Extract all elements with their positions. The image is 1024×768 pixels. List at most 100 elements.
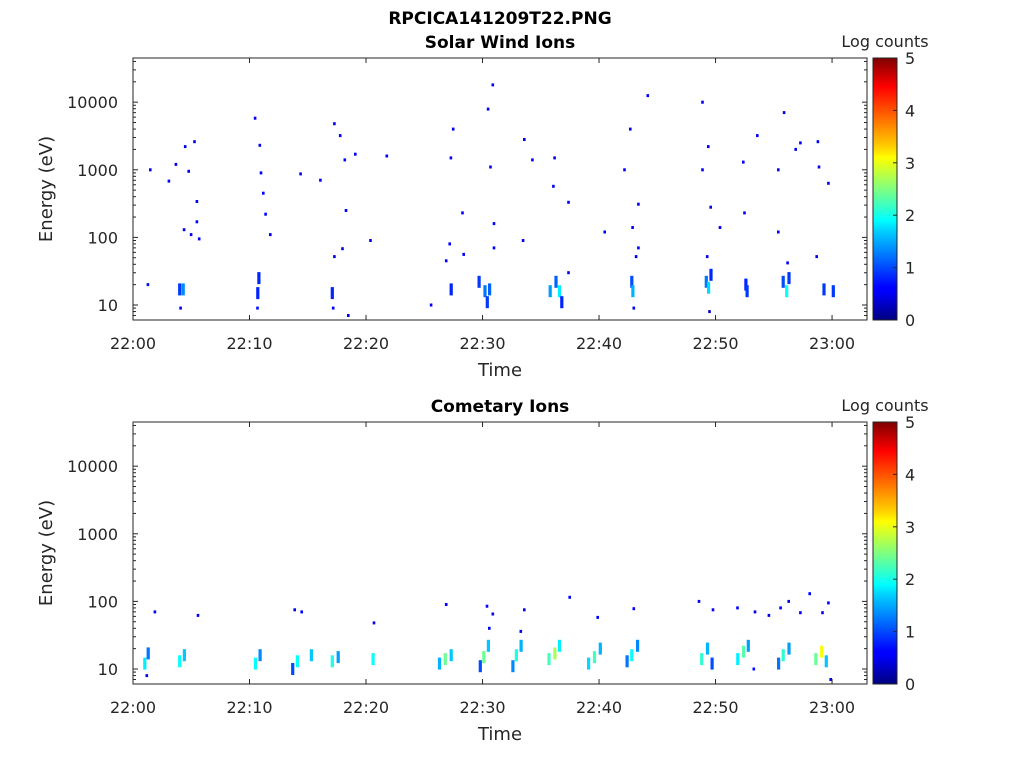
heatmap-cell — [831, 285, 835, 298]
cometary-ions-panel: Cometary Ions Log counts Energy (eV) Tim… — [36, 396, 929, 745]
heatmap-cell — [330, 287, 334, 300]
heatmap-cell — [705, 255, 709, 259]
heatmap-cell — [743, 211, 746, 215]
heatmap-cell — [625, 655, 629, 668]
heatmap-cell — [629, 127, 632, 131]
heatmap-cell — [354, 152, 357, 156]
heatmap-cell — [567, 200, 570, 204]
heatmap-cell — [744, 278, 748, 291]
heatmap-cell — [816, 140, 820, 144]
colorbar — [872, 57, 898, 321]
heatmap-cell — [300, 610, 303, 614]
heatmap-cell — [596, 615, 599, 619]
heatmap-cell — [330, 655, 334, 668]
heatmap-cell — [195, 220, 199, 224]
colorbar-tick-label: 1 — [905, 623, 915, 642]
heatmap-cell — [178, 655, 182, 668]
heatmap-cell — [557, 285, 562, 298]
heatmap-cell — [752, 667, 756, 671]
heatmap-cell — [488, 283, 492, 296]
heatmap-cell — [646, 94, 650, 98]
heatmap-cell — [461, 211, 464, 215]
colorbar-tick-label: 3 — [905, 518, 915, 537]
heatmap-cell — [193, 140, 196, 144]
heatmap-cell — [787, 642, 791, 655]
heatmap-cell — [462, 252, 465, 256]
heatmap-cell — [514, 649, 518, 662]
heatmap-cell — [631, 226, 634, 229]
y-axis-label: Energy (eV) — [36, 136, 57, 242]
heatmap-cell — [548, 285, 552, 298]
x-tick-label: 22:00 — [110, 698, 156, 717]
heatmap-cell — [787, 599, 790, 603]
heatmap-cell — [519, 629, 523, 633]
heatmap-cell — [709, 268, 713, 281]
heatmap-cell — [182, 649, 186, 662]
colorbar-tick-label: 2 — [905, 206, 915, 225]
colorbar-tick-label: 4 — [905, 465, 915, 484]
heatmap-cell — [711, 608, 715, 612]
heatmap-cell — [598, 642, 602, 655]
heatmap-cell — [333, 122, 336, 126]
heatmap-cell — [742, 645, 746, 658]
heatmap-cell — [195, 200, 199, 203]
heatmap-cell — [745, 285, 749, 298]
heatmap-cell — [560, 296, 564, 309]
heatmap-cell — [815, 255, 818, 259]
heatmap-cell — [781, 649, 785, 662]
colorbar-tick-label: 5 — [905, 49, 915, 68]
heatmap-cell — [829, 678, 832, 681]
heatmap-cell — [817, 165, 821, 169]
heatmap-cell — [777, 657, 781, 670]
heatmap-cell — [489, 165, 492, 169]
y-tick-label: 100 — [87, 592, 118, 611]
heatmap-cell — [338, 134, 342, 138]
heatmap-cell — [753, 610, 757, 614]
heatmap-cell — [253, 116, 257, 120]
heatmap-cell — [256, 306, 259, 310]
x-tick-label: 23:00 — [809, 334, 855, 353]
colorbar-tick-label: 5 — [905, 413, 915, 432]
heatmap-cell — [269, 233, 272, 237]
colorbar-tick-label: 3 — [905, 154, 915, 173]
x-tick-label: 22:50 — [692, 334, 738, 353]
colorbar-tick-label: 0 — [905, 311, 915, 330]
x-tick-label: 22:30 — [459, 698, 505, 717]
heatmap-cell — [718, 226, 722, 229]
x-tick-label: 22:30 — [459, 334, 505, 353]
heatmap-cell — [443, 653, 447, 666]
heatmap-cell — [531, 158, 534, 162]
heatmap-cell — [449, 283, 453, 296]
heatmap-cell — [258, 143, 262, 147]
heatmap-cell — [523, 608, 526, 612]
colorbar-ticks: 0 1 2 3 4 5 — [893, 49, 915, 330]
heatmap-cell — [554, 275, 558, 288]
heatmap-cell — [451, 127, 455, 131]
heatmap-cell — [291, 663, 295, 675]
heatmap-cell — [822, 283, 826, 296]
heatmap-cell — [145, 674, 149, 678]
heatmap-cell — [746, 639, 750, 652]
heatmap-cell — [701, 100, 704, 104]
heatmap-cell — [547, 653, 551, 666]
x-tick-label: 22:10 — [226, 698, 272, 717]
heatmap-cell — [704, 275, 708, 288]
heatmap-cell — [592, 651, 597, 664]
heatmap-cell — [553, 647, 557, 660]
heatmap-cell — [736, 606, 739, 610]
heatmap-cell — [623, 168, 626, 172]
y-tick-label: 100 — [87, 228, 118, 247]
panel-title: Cometary Ions — [431, 397, 570, 417]
heatmap-cell — [827, 181, 830, 185]
heatmap-cell — [181, 283, 185, 296]
heatmap-cell — [257, 272, 261, 285]
heatmap-cell — [449, 649, 453, 662]
heatmap-cell — [485, 296, 489, 309]
heatmap-cell — [444, 259, 448, 263]
heatmap-cell — [799, 141, 802, 145]
heatmap-cell — [523, 138, 526, 141]
colorbar-tick-label: 1 — [905, 259, 915, 278]
x-tick-label: 22:50 — [692, 698, 738, 717]
heatmap-cell — [491, 612, 495, 616]
